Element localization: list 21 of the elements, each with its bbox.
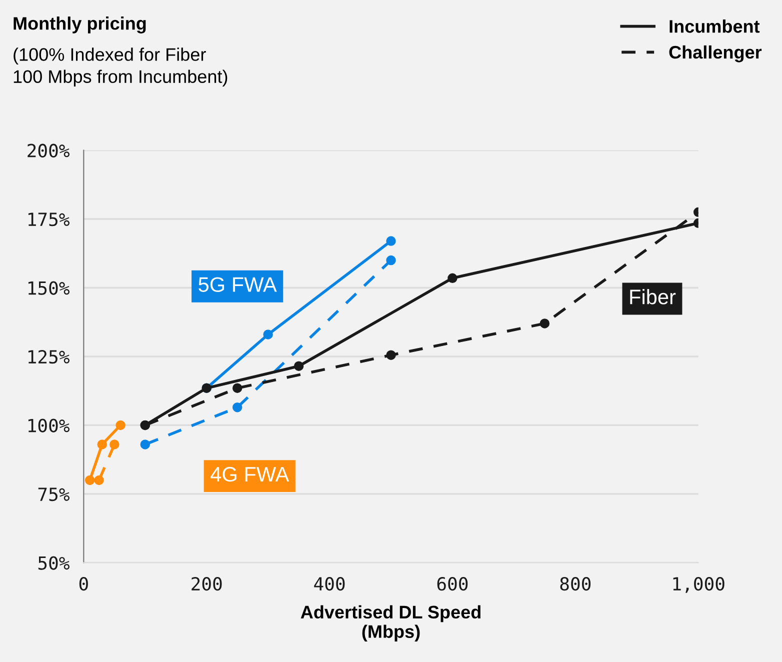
- annotation: 5G FWA: [198, 277, 277, 292]
- x-tick-label: 1,000: [673, 577, 724, 593]
- legend-label: Incumbent: [670, 20, 760, 33]
- x-tick-label: 200: [192, 577, 222, 591]
- x-tick-label: 800: [560, 577, 591, 591]
- chart-title: Monthly pricing: [14, 16, 146, 34]
- x-tick-label: 0: [79, 577, 88, 591]
- x-tick-label: 400: [314, 577, 345, 591]
- y-tick-label: 50%: [38, 556, 70, 570]
- x-axis-title: Advertised DL Speed (Mbps): [300, 605, 480, 642]
- legend-label: Challenger: [669, 45, 762, 62]
- y-tick-label: 75%: [38, 488, 70, 502]
- y-tick-label: 150%: [28, 281, 70, 295]
- y-tick-label: 200%: [28, 144, 70, 158]
- annotation: 4G FWA: [210, 466, 290, 482]
- y-tick-label: 175%: [28, 212, 70, 226]
- y-tick-label: 100%: [28, 418, 70, 432]
- x-tick-label: 600: [437, 577, 468, 591]
- annotation: Fiber: [630, 289, 676, 304]
- chart-subtitle: (100% Indexed for Fiber 100 Mbps from Incumbent): [14, 48, 228, 87]
- y-tick-label: 125%: [28, 350, 70, 364]
